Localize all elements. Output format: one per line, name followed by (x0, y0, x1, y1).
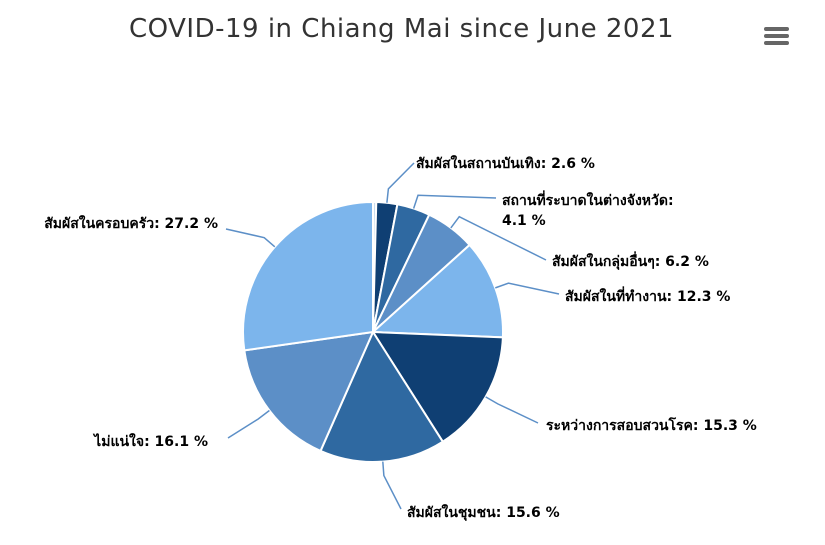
data-label-4: สัมผัสในกลุ่มอื่นๆ: 6.2 % (552, 251, 709, 270)
data-label-8: ไม่แน่ใจ: 16.1 % (92, 432, 208, 450)
hamburger-menu-icon (764, 27, 789, 31)
data-label-6: ระหว่างการสอบสวนโรค: 15.3 % (546, 416, 757, 434)
connector-line-7 (382, 461, 402, 510)
connector-line-8 (227, 409, 270, 439)
connector-line-6 (485, 396, 539, 424)
data-label-9: สัมผัสในครอบครัว: 27.2 % (44, 214, 218, 232)
connector-line-2 (386, 162, 415, 203)
connector-line-5 (495, 282, 560, 295)
connector-line-3 (412, 194, 497, 209)
data-label-5: สัมผัสในที่ทำงาน: 12.3 % (565, 286, 730, 305)
data-label-3: สถานที่ระบาดในต่างจังหวัด: 4.1 % (502, 190, 674, 229)
data-label-2: สัมผัสในสถานบันเทิง: 2.6 % (416, 154, 595, 172)
chart-context-menu-button[interactable] (760, 24, 792, 50)
chart-title: COVID-19 in Chiang Mai since June 2021 (128, 14, 675, 44)
connector-line-9 (225, 228, 276, 248)
connector-line-4 (450, 215, 547, 261)
pie-slice-9[interactable] (242, 200, 374, 352)
data-label-7: สัมผัสในชุมชน: 15.6 % (407, 503, 560, 521)
pie-slice-5[interactable] (370, 243, 504, 339)
